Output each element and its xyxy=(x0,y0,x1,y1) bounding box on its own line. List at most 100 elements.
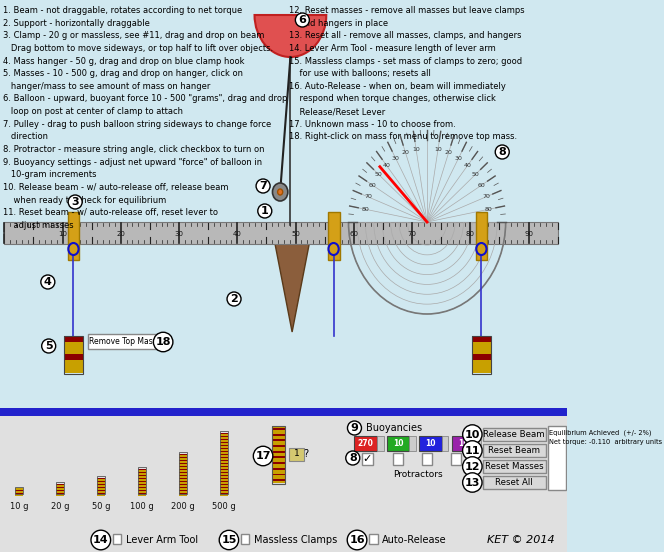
Bar xyxy=(220,457,228,458)
Text: 10: 10 xyxy=(457,438,468,448)
Bar xyxy=(137,485,146,487)
Text: 50: 50 xyxy=(471,172,479,177)
Text: KET © 2014: KET © 2014 xyxy=(487,535,555,545)
Bar xyxy=(179,470,187,471)
Bar xyxy=(96,485,105,487)
Bar xyxy=(96,491,105,492)
Bar xyxy=(179,486,187,488)
FancyBboxPatch shape xyxy=(472,336,491,343)
Bar xyxy=(179,490,187,491)
Bar xyxy=(220,485,228,487)
Bar xyxy=(220,436,228,437)
Bar xyxy=(96,488,105,490)
Bar xyxy=(272,439,286,441)
Text: 10: 10 xyxy=(465,429,480,439)
Bar xyxy=(179,467,187,469)
Text: 30: 30 xyxy=(392,156,400,161)
FancyBboxPatch shape xyxy=(64,336,83,343)
Bar xyxy=(272,434,286,436)
Text: 10: 10 xyxy=(412,147,420,152)
FancyBboxPatch shape xyxy=(4,222,558,244)
Text: Auto-Release: Auto-Release xyxy=(382,535,446,545)
Bar xyxy=(137,492,146,494)
Polygon shape xyxy=(275,244,309,332)
FancyBboxPatch shape xyxy=(476,212,487,260)
Bar xyxy=(15,491,23,492)
FancyBboxPatch shape xyxy=(483,428,546,441)
Bar xyxy=(272,436,286,437)
Bar xyxy=(220,459,228,461)
Text: 5: 5 xyxy=(45,341,52,351)
Text: 500 g: 500 g xyxy=(212,502,236,511)
Bar xyxy=(96,477,105,479)
Bar xyxy=(272,453,286,454)
Bar xyxy=(179,459,187,461)
Text: 4: 4 xyxy=(44,277,52,287)
Text: Release Beam: Release Beam xyxy=(483,430,545,439)
Text: 40: 40 xyxy=(233,231,242,237)
Bar xyxy=(179,485,187,487)
Text: 10: 10 xyxy=(425,438,436,448)
Bar xyxy=(137,479,146,481)
Text: 14: 14 xyxy=(93,535,109,545)
Bar xyxy=(137,467,146,494)
Text: 3: 3 xyxy=(71,197,79,207)
Bar xyxy=(220,480,228,482)
FancyBboxPatch shape xyxy=(64,342,83,349)
Bar xyxy=(272,450,286,453)
FancyBboxPatch shape xyxy=(483,444,546,457)
Bar xyxy=(220,492,228,494)
Bar xyxy=(137,486,146,488)
FancyBboxPatch shape xyxy=(88,334,158,349)
Bar xyxy=(179,458,187,460)
Bar xyxy=(179,473,187,475)
Text: 10 g: 10 g xyxy=(9,502,28,511)
Text: Reset Masses: Reset Masses xyxy=(485,462,544,471)
Bar xyxy=(272,462,286,464)
Wedge shape xyxy=(254,15,326,57)
Text: Reset All: Reset All xyxy=(495,478,533,487)
Bar xyxy=(179,480,187,482)
Bar xyxy=(272,443,286,445)
FancyBboxPatch shape xyxy=(442,436,448,451)
Text: 100 g: 100 g xyxy=(130,502,153,511)
Bar xyxy=(56,491,64,492)
Text: 8: 8 xyxy=(349,453,357,463)
Text: 15: 15 xyxy=(221,535,236,545)
Text: 1. Beam - not draggable, rotates according to net torque
2. Support - horizontal: 1. Beam - not draggable, rotates accordi… xyxy=(3,6,288,230)
Bar xyxy=(96,482,105,484)
Bar xyxy=(137,484,146,485)
Text: 70: 70 xyxy=(482,194,490,199)
Text: 50 g: 50 g xyxy=(92,502,110,511)
Bar xyxy=(272,458,286,460)
Bar xyxy=(220,437,228,439)
Bar xyxy=(56,484,64,485)
Bar xyxy=(220,454,228,455)
Bar xyxy=(56,482,64,494)
Text: 60: 60 xyxy=(369,183,376,188)
Text: 60: 60 xyxy=(477,183,485,188)
FancyBboxPatch shape xyxy=(68,212,80,260)
FancyBboxPatch shape xyxy=(289,448,304,461)
Bar xyxy=(179,464,187,465)
Bar xyxy=(272,445,286,447)
Text: 17: 17 xyxy=(256,451,271,461)
Text: 20: 20 xyxy=(445,150,452,155)
Bar xyxy=(220,469,228,470)
FancyBboxPatch shape xyxy=(452,436,474,451)
Bar xyxy=(15,488,23,490)
Bar xyxy=(179,488,187,490)
Bar xyxy=(220,461,228,463)
FancyBboxPatch shape xyxy=(64,366,83,373)
Bar xyxy=(220,475,228,476)
FancyBboxPatch shape xyxy=(472,366,491,373)
FancyBboxPatch shape xyxy=(472,354,491,361)
FancyBboxPatch shape xyxy=(472,360,491,367)
Bar xyxy=(272,457,286,458)
Bar xyxy=(15,490,23,491)
Bar xyxy=(96,486,105,488)
Text: 8: 8 xyxy=(499,147,506,157)
Text: Net torque: -0.110  arbitrary units: Net torque: -0.110 arbitrary units xyxy=(549,439,662,445)
Bar xyxy=(220,488,228,490)
Bar xyxy=(220,434,228,436)
